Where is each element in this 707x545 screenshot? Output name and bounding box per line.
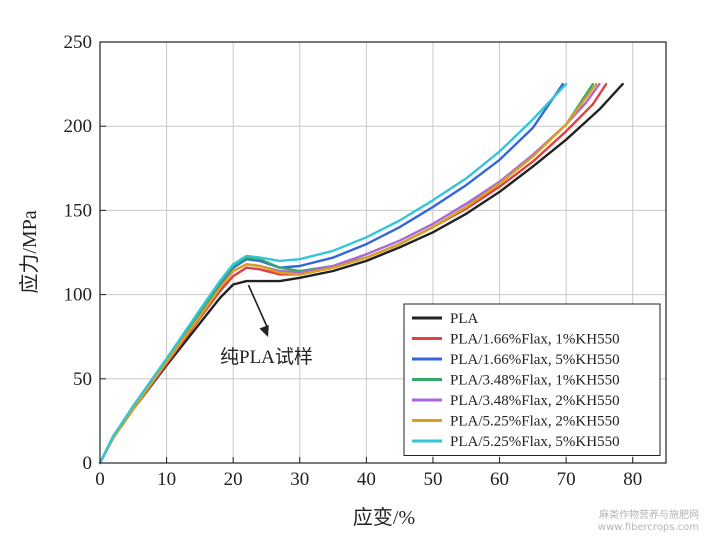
x-tick-label: 30 [290, 469, 309, 490]
x-tick-label: 70 [557, 469, 576, 490]
watermark: 麻类作物营养与施肥网 www.fibercrops.com [569, 510, 699, 534]
y-tick-label: 50 [73, 369, 92, 390]
annotation-arrowhead [259, 324, 269, 337]
legend-label: PLA/5.25%Flax, 2%KH550 [450, 414, 620, 430]
x-tick-label: 40 [357, 469, 376, 490]
legend-box [403, 303, 661, 456]
x-tick-label: 0 [95, 469, 105, 490]
legend-label: PLA/1.66%Flax, 5%KH550 [450, 352, 620, 368]
x-tick-label: 50 [423, 469, 442, 490]
legend-label: PLA/3.48%Flax, 2%KH550 [450, 393, 620, 409]
y-tick-label: 150 [64, 200, 93, 221]
y-tick-label: 0 [83, 453, 93, 474]
watermark-line1: 麻类作物营养与施肥网 [599, 510, 699, 521]
annotation-text: 纯PLA试样 [220, 346, 313, 368]
grid [100, 42, 666, 463]
series-line [98, 82, 568, 465]
series-line [98, 82, 624, 465]
y-axis-title: 应力/MPa [18, 210, 41, 293]
annotation: 纯PLA试样 [220, 284, 313, 368]
watermark-line2: www.fibercrops.com [597, 522, 699, 533]
legend: PLA PLA/1.66%Flax, 1%KH550 PLA/1.66%Flax, … [403, 303, 661, 456]
x-axis-ticks: 0 10 20 30 40 50 60 70 80 [95, 457, 642, 490]
x-tick-label: 80 [623, 469, 642, 490]
legend-label: PLA/1.66%Flax, 1%KH550 [450, 332, 620, 348]
x-axis-title: 应变/% [353, 506, 415, 529]
annotation-arrow [247, 284, 269, 330]
x-tick-label: 20 [224, 469, 243, 490]
plot-frame [99, 41, 667, 464]
x-tick-label: 10 [157, 469, 176, 490]
y-axis-ticks: 0 50 100 150 200 250 [64, 32, 106, 474]
legend-label: PLA [450, 311, 479, 327]
y-tick-label: 100 [64, 285, 93, 306]
legend-label: PLA/3.48%Flax, 1%KH550 [450, 373, 620, 389]
y-tick-label: 200 [64, 116, 93, 137]
series-layer [98, 82, 624, 465]
legend-label: PLA/5.25%Flax, 5%KH550 [450, 434, 620, 450]
y-tick-label: 250 [64, 32, 93, 53]
x-tick-label: 60 [490, 469, 509, 490]
series-line [98, 82, 598, 465]
